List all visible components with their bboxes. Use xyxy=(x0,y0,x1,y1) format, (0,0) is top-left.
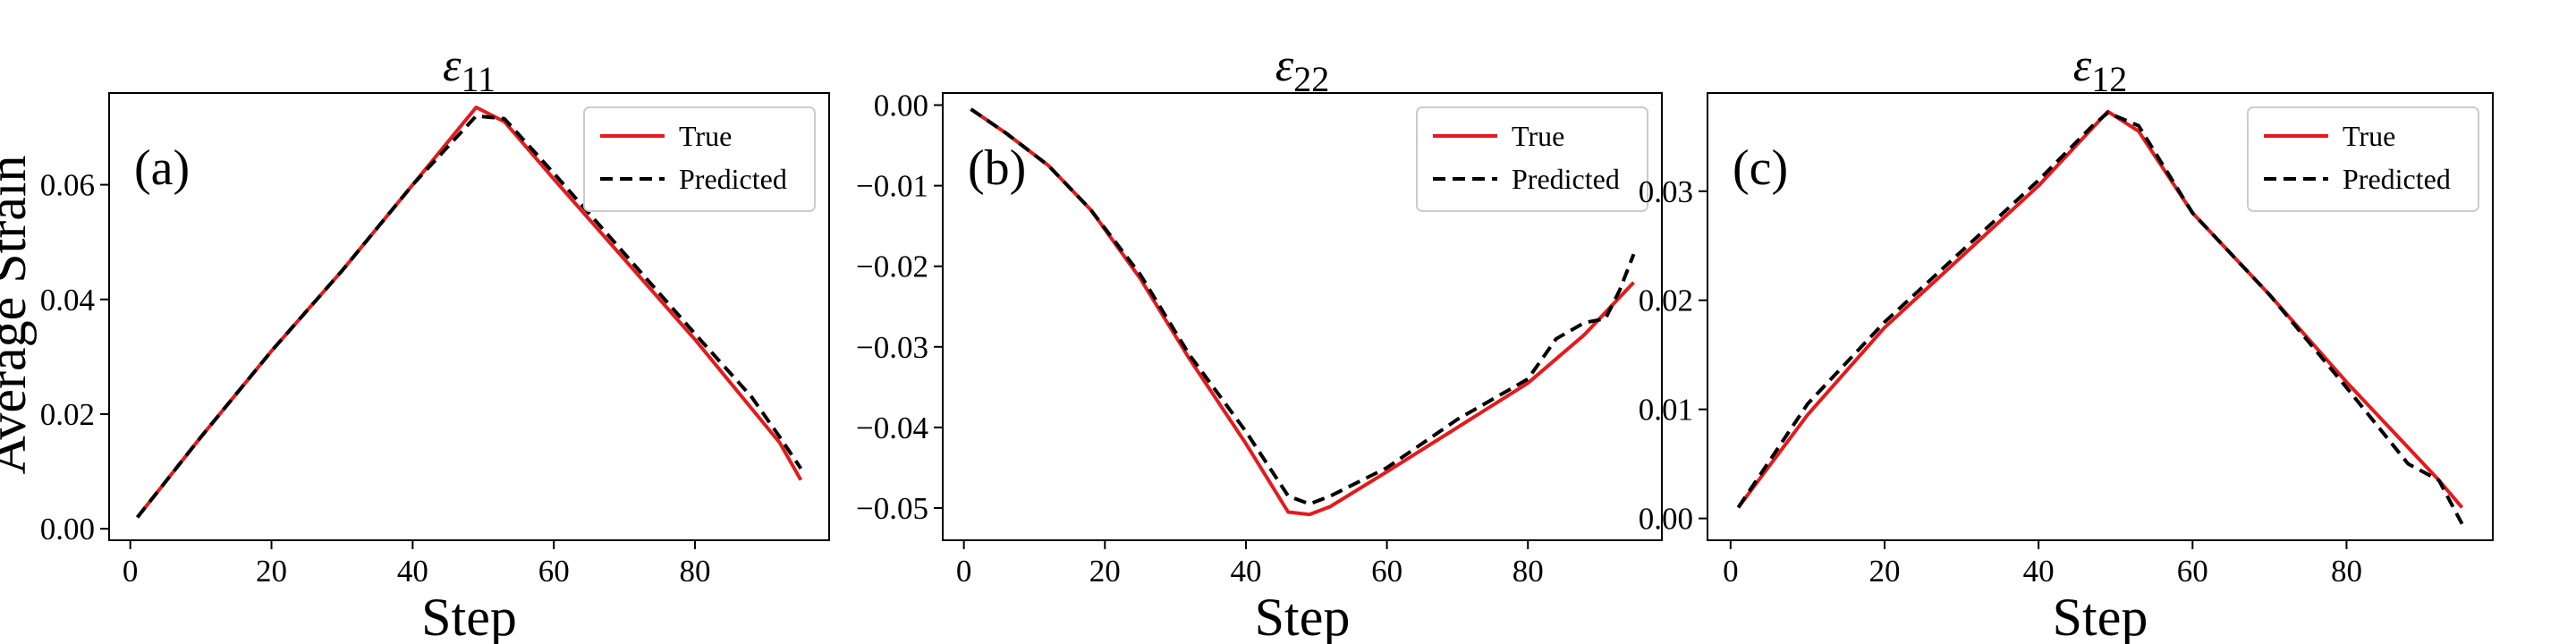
y-tick-label: 0.02 xyxy=(40,397,95,432)
series-line-predicted xyxy=(970,107,1636,506)
series-line-true xyxy=(1736,109,2464,509)
legend-label-true: True xyxy=(1512,120,1564,152)
x-tick-label: 20 xyxy=(1089,554,1121,589)
plot-frame xyxy=(942,92,1663,541)
legend-label-predicted: Predicted xyxy=(679,163,787,195)
legend-label-predicted: Predicted xyxy=(2343,163,2451,195)
y-tick-label: 0.00 xyxy=(874,89,928,123)
y-tick-label: 0.04 xyxy=(40,283,95,318)
y-tick-label: −0.01 xyxy=(856,169,928,204)
x-tick-label: 0 xyxy=(123,554,139,589)
legend-box xyxy=(1416,106,1648,212)
x-axis-label: Step xyxy=(2053,588,2148,644)
y-tick-label: 0.02 xyxy=(1639,284,1693,318)
y-tick-label: 0.00 xyxy=(40,512,95,547)
series-line-true xyxy=(136,106,803,519)
series-line-true xyxy=(970,107,1635,517)
x-tick-label: 80 xyxy=(2331,554,2362,589)
x-tick-label: 40 xyxy=(1230,554,1261,589)
x-tick-label: 60 xyxy=(2177,554,2208,589)
panel-a: 0 20 40 60 80 0.00 0.02 0.04 0.06 Step ε11 (a) True P… xyxy=(40,40,830,644)
y-tick-label: −0.02 xyxy=(856,250,928,284)
y-tick-label: −0.05 xyxy=(856,491,928,526)
x-tick-label: 20 xyxy=(1868,554,1900,589)
x-tick-label: 80 xyxy=(1513,554,1544,589)
x-tick-label: 0 xyxy=(1723,554,1739,589)
panel-title: ε22 xyxy=(1275,40,1330,99)
panel-letter: (a) xyxy=(134,140,190,196)
panel-c: 0 20 40 60 80 0.00 0.01 0.02 0.03 Step ε12 (c) True P… xyxy=(1639,40,2494,644)
y-tick-label: −0.04 xyxy=(856,411,928,445)
plot-frame xyxy=(108,92,830,541)
panel-title: ε11 xyxy=(443,40,496,99)
legend-label-true: True xyxy=(2343,120,2395,152)
y-tick-label: 0.00 xyxy=(1639,502,1693,537)
legend-label-true: True xyxy=(679,120,732,152)
y-tick-label: −0.03 xyxy=(856,330,928,365)
panel-b: 0 20 40 60 80 0.00 −0.01 −0.02 −0.03 −0.04 −0.05 St… xyxy=(856,40,1663,644)
x-tick-label: 0 xyxy=(956,554,972,589)
x-tick-label: 40 xyxy=(2023,554,2055,589)
x-tick-label: 60 xyxy=(538,554,570,589)
x-tick-label: 60 xyxy=(1371,554,1402,589)
panel-title: ε12 xyxy=(2073,40,2128,99)
panel-letter: (b) xyxy=(968,140,1026,196)
x-tick-label: 40 xyxy=(397,554,428,589)
plot-frame xyxy=(1707,92,2494,541)
y-tick-label: 0.01 xyxy=(1639,393,1693,428)
legend-label-predicted: Predicted xyxy=(1512,163,1620,195)
x-tick-label: 20 xyxy=(256,554,287,589)
series-line-predicted xyxy=(136,114,803,519)
legend-box xyxy=(583,106,816,212)
panel-letter: (c) xyxy=(1733,140,1788,196)
x-tick-label: 80 xyxy=(680,554,711,589)
x-axis-label: Step xyxy=(1255,588,1351,644)
shared-ylabel: Average Strain xyxy=(0,155,37,474)
y-tick-label: 0.03 xyxy=(1639,174,1693,209)
x-axis-label: Step xyxy=(421,588,517,644)
legend-box xyxy=(2247,106,2479,212)
y-tick-label: 0.06 xyxy=(40,168,95,203)
series-line-predicted xyxy=(1736,111,2464,525)
